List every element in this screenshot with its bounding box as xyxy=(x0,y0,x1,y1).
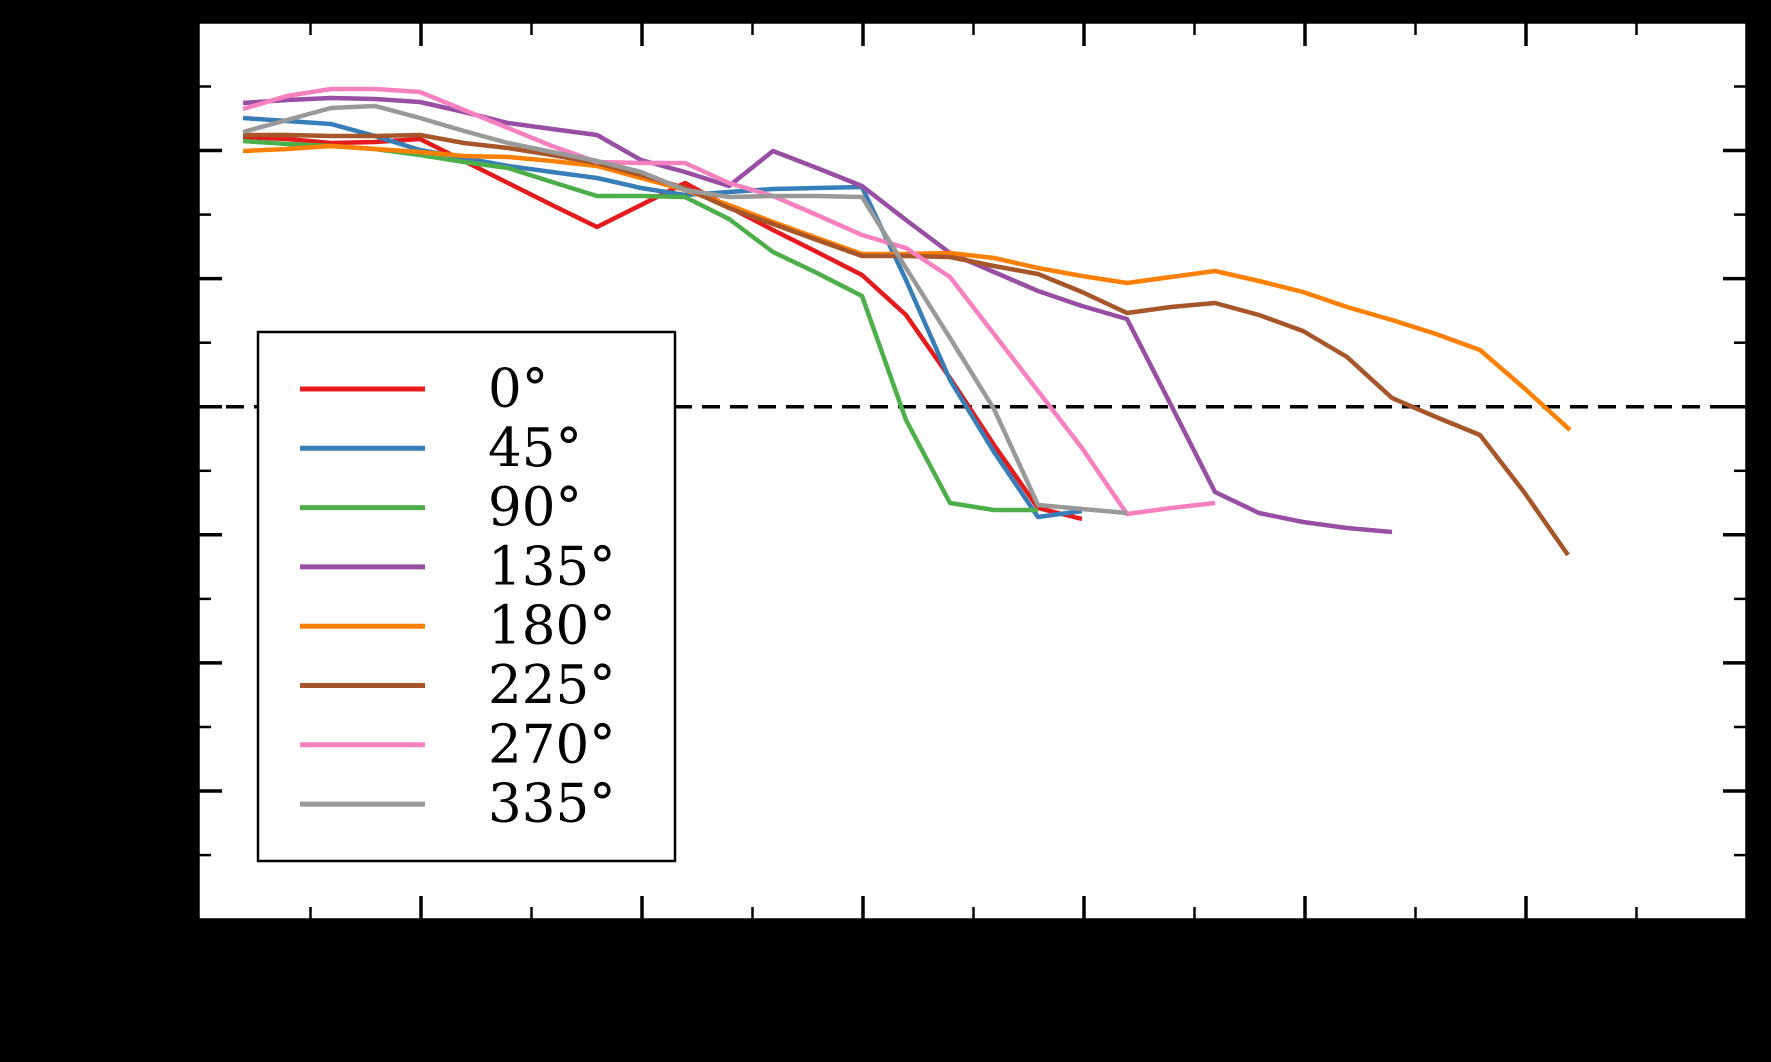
legend-entry-335: 335° xyxy=(300,774,616,835)
legend-box xyxy=(256,330,677,863)
axes-frame-and-ticks xyxy=(196,20,1749,922)
series-line-45 xyxy=(242,115,1083,520)
series-lines xyxy=(242,86,1572,557)
series-line-335 xyxy=(242,103,1128,516)
legend-label: 180° xyxy=(488,596,616,657)
legend-label: 335° xyxy=(488,774,616,835)
legend-entry-90: 90° xyxy=(300,477,582,538)
legend-label: 225° xyxy=(488,655,616,716)
legend-entry-0: 0° xyxy=(300,359,548,420)
series-line-225 xyxy=(243,132,1570,557)
legend-label: 45° xyxy=(488,418,582,479)
series-line-135 xyxy=(242,95,1393,535)
legend-entry-45: 45° xyxy=(300,418,582,479)
legend-label: 0° xyxy=(488,359,548,420)
series-line-270 xyxy=(242,86,1216,517)
legend-entry-225: 225° xyxy=(300,655,616,716)
legend-entry-180: 180° xyxy=(300,596,616,657)
legend-label: 270° xyxy=(488,714,616,775)
legend-entry-270: 270° xyxy=(300,714,616,775)
legend-label: 135° xyxy=(488,536,616,597)
legend: 0°45°90°135°180°225°270°335° xyxy=(256,330,677,863)
legend-entry-135: 135° xyxy=(300,536,616,597)
legend-label: 90° xyxy=(488,477,582,538)
